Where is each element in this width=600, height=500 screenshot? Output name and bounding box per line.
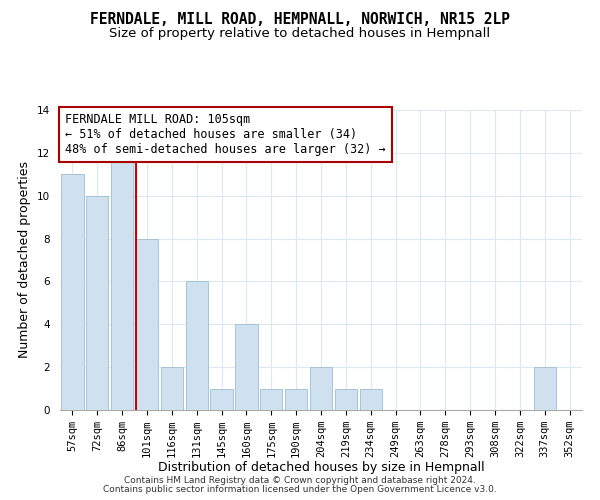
Text: Contains HM Land Registry data © Crown copyright and database right 2024.: Contains HM Land Registry data © Crown c… [124,476,476,485]
Bar [61,174,83,410]
Bar [211,388,233,410]
Bar [111,153,133,410]
Bar [359,388,382,410]
Bar [235,324,257,410]
Bar [310,367,332,410]
Bar [161,367,183,410]
Y-axis label: Number of detached properties: Number of detached properties [19,162,31,358]
Bar [86,196,109,410]
Bar [185,282,208,410]
Text: Size of property relative to detached houses in Hempnall: Size of property relative to detached ho… [109,28,491,40]
Bar [335,388,357,410]
Text: FERNDALE, MILL ROAD, HEMPNALL, NORWICH, NR15 2LP: FERNDALE, MILL ROAD, HEMPNALL, NORWICH, … [90,12,510,28]
Bar [285,388,307,410]
Text: Contains public sector information licensed under the Open Government Licence v3: Contains public sector information licen… [103,485,497,494]
Bar [260,388,283,410]
Bar [533,367,556,410]
Bar [136,238,158,410]
Text: FERNDALE MILL ROAD: 105sqm
← 51% of detached houses are smaller (34)
48% of semi: FERNDALE MILL ROAD: 105sqm ← 51% of deta… [65,113,386,156]
X-axis label: Distribution of detached houses by size in Hempnall: Distribution of detached houses by size … [158,462,484,474]
